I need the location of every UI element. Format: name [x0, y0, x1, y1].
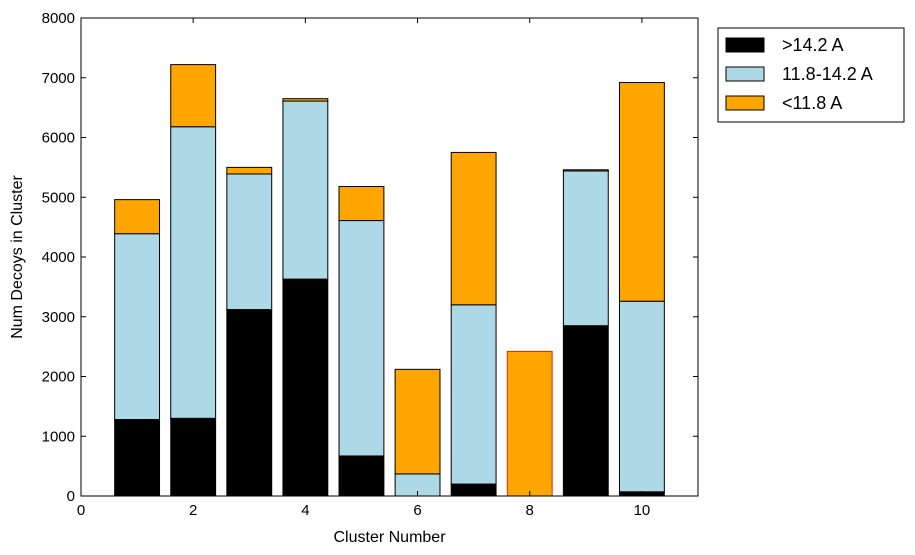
bar-segment-cluster-8-series-3 — [506, 350, 553, 497]
bar-segment-cluster-5-series-2 — [338, 220, 385, 457]
bar-segment-cluster-10-series-2 — [618, 300, 665, 493]
bar-segment-cluster-5-series-3 — [338, 185, 385, 222]
y-tick-label: 6000 — [42, 130, 75, 147]
legend-swatch-3 — [725, 95, 765, 111]
bar-segment-cluster-3-series-3 — [226, 166, 273, 175]
bar-segment-cluster-6-series-3 — [394, 368, 441, 475]
y-axis-label: Num Decoys in Cluster — [9, 175, 26, 339]
x-tick-label: 8 — [526, 502, 534, 519]
bar-segment-cluster-9-series-3 — [562, 169, 609, 172]
bar-segment-cluster-9-series-2 — [562, 170, 609, 327]
y-tick-label: 1000 — [42, 428, 75, 445]
x-tick-label: 6 — [413, 502, 421, 519]
axis-tick-labels: 0 2 4 6 8 10 0 1000 2000 3000 4000 5000 6000 7000 8000 — [42, 10, 651, 519]
bar-segment-cluster-9-series-1 — [562, 325, 609, 497]
legend-swatch-1 — [725, 37, 765, 53]
legend-swatch-2 — [725, 66, 765, 82]
legend-label-3: <11.8 A — [782, 93, 842, 113]
y-tick-label: 2000 — [42, 369, 75, 386]
y-tick-label: 7000 — [42, 70, 75, 87]
bar-segment-cluster-10-series-3 — [618, 82, 665, 302]
x-tick-label: 4 — [301, 502, 309, 519]
bars-layer — [114, 64, 665, 497]
bar-segment-cluster-4-series-2 — [282, 100, 329, 280]
legend-label-1: >14.2 A — [782, 35, 844, 55]
y-tick-label: 0 — [67, 488, 75, 505]
x-tick-label: 2 — [189, 502, 197, 519]
x-tick-label: 0 — [77, 502, 85, 519]
bar-segment-cluster-2-series-3 — [170, 64, 217, 128]
bar-segment-cluster-7-series-1 — [450, 483, 497, 497]
bar-segment-cluster-1-series-2 — [114, 233, 161, 421]
y-tick-label: 8000 — [42, 10, 75, 27]
bar-segment-cluster-1-series-3 — [114, 199, 161, 235]
bar-segment-cluster-4-series-3 — [282, 98, 329, 102]
x-tick-label: 10 — [634, 502, 651, 519]
legend: >14.2 A 11.8-14.2 A <11.8 A — [717, 27, 905, 123]
y-tick-label: 4000 — [42, 249, 75, 266]
bar-segment-cluster-2-series-2 — [170, 126, 217, 419]
bar-segment-cluster-3-series-1 — [226, 309, 273, 497]
axis-ticks — [80, 17, 698, 497]
bar-segment-cluster-5-series-1 — [338, 455, 385, 497]
x-axis-label: Cluster Number — [333, 529, 446, 546]
bar-segment-cluster-3-series-2 — [226, 173, 273, 311]
bar-segment-cluster-2-series-1 — [170, 417, 217, 497]
bar-segment-cluster-7-series-3 — [450, 151, 497, 306]
y-tick-label: 3000 — [42, 309, 75, 326]
y-tick-label: 5000 — [42, 189, 75, 206]
bar-segment-cluster-4-series-1 — [282, 278, 329, 497]
bar-segment-cluster-1-series-1 — [114, 419, 161, 497]
legend-label-2: 11.8-14.2 A — [782, 64, 873, 84]
bar-segment-cluster-7-series-2 — [450, 304, 497, 485]
